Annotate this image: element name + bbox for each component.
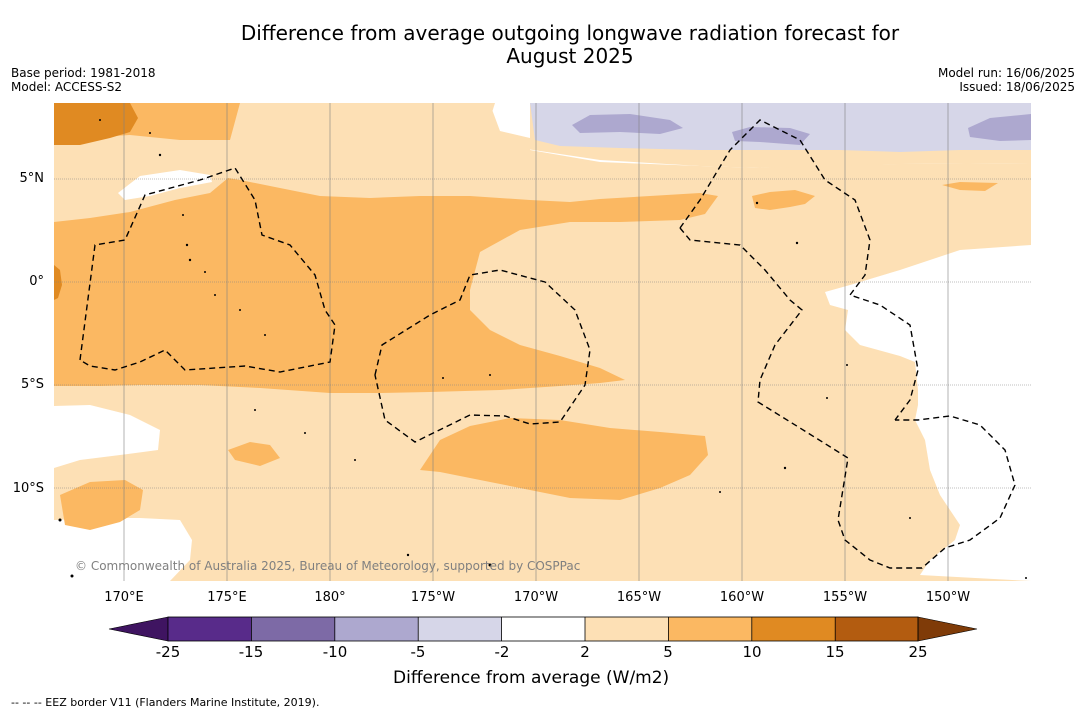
colorbar-bin-5 (501, 617, 585, 641)
colorbar-extend-low (108, 616, 169, 642)
colorbar-tick: -5 (410, 643, 426, 661)
anomaly-5-to-10-central (54, 178, 718, 393)
colorbar-bin-3 (334, 617, 419, 641)
anomaly-2-to-5-patch-north (418, 103, 495, 131)
lon-label-170w: 170°W (513, 590, 559, 605)
issued-date: Issued: 18/06/2025 (959, 80, 1075, 94)
lat-label-5n: 5°N (19, 171, 45, 186)
colorbar-bin-4 (418, 617, 502, 641)
anomaly-5-to-10-patch-east (752, 190, 815, 210)
colorbar-label: Difference from average (W/m2) (393, 668, 670, 688)
near-average-hole-3 (54, 518, 192, 581)
lon-label-160w: 160°W (719, 590, 765, 605)
model-run: Model run: 16/06/2025 (937, 66, 1075, 80)
near-average-region-east (825, 245, 1031, 581)
anomaly-minus10-to-minus5-patch-3 (968, 114, 1031, 141)
lon-label-155w: 155°W (822, 590, 868, 605)
eez-footnote: -- -- -- EEZ border V11 (Flanders Marine… (11, 696, 320, 709)
anomaly-minus10-to-minus5-patch-2 (732, 127, 810, 145)
colorbar-bin-9 (835, 617, 918, 641)
anomaly-5-to-10-patch-far-east (942, 182, 998, 191)
colorbar-tick: -2 (494, 643, 510, 661)
chart-title: Difference from average outgoing longwav… (0, 22, 1085, 68)
meta-left: Base period: 1981-2018 Model: ACCESS-S2 (11, 66, 156, 94)
lon-label-175w: 175°W (410, 590, 456, 605)
colorbar-tick: 2 (580, 643, 590, 661)
colorbar-bin-7 (668, 617, 752, 641)
colorbar-dividers (250, 617, 836, 641)
colorbar-outline (167, 616, 919, 642)
meta-right: Model run: 16/06/2025 Issued: 18/06/2025 (938, 66, 1075, 94)
colorbar-bin-1 (168, 617, 252, 641)
colorbar-bin-2 (251, 617, 335, 641)
colorbar-tick: 5 (663, 643, 673, 661)
anomaly-10-to-15-west-edge (54, 265, 62, 300)
lon-label-150w: 150°W (925, 590, 971, 605)
colorbar-tick: 25 (908, 643, 928, 661)
colorbar-tick: -15 (238, 643, 264, 661)
base-period: Base period: 1981-2018 (11, 66, 156, 80)
colorbar-bin-6 (585, 617, 669, 641)
lon-label-165w: 165°W (616, 590, 662, 605)
near-average-gap-north (420, 103, 530, 138)
lat-label-0: 0° (29, 274, 44, 289)
title-line-2: August 2025 (506, 44, 634, 68)
anomaly-5-to-10-small-1 (228, 442, 280, 466)
anomaly-minus5-to-minus2-north (530, 103, 1031, 152)
lat-label-10s: 10°S (12, 481, 44, 496)
near-average-hole-1 (118, 170, 212, 200)
colorbar-extend-high (917, 616, 978, 642)
anomaly-5-to-10-south (420, 418, 708, 500)
colorbar-tick: -25 (155, 643, 181, 661)
colorbar-tick: -10 (322, 643, 348, 661)
near-average-hole-2 (54, 405, 160, 468)
lat-label-5s: 5°S (20, 377, 44, 392)
title-line-1: Difference from average outgoing longwav… (240, 21, 900, 45)
islands (58, 119, 1027, 579)
colorbar-tick: 15 (825, 643, 845, 661)
eez-borders (79, 119, 1016, 569)
anomaly-minus10-to-minus5-patch-1 (572, 114, 683, 134)
anomaly-10-to-15-northwest (54, 103, 138, 145)
eez-border-gilbert (79, 167, 336, 373)
anomaly-5-to-10-small-2 (60, 480, 143, 530)
lon-label-170e: 170°E (104, 590, 144, 605)
map-plot-area (54, 103, 1031, 581)
model-name: Model: ACCESS-S2 (11, 80, 123, 94)
lon-label-180: 180° (314, 590, 346, 605)
colorbar (108, 616, 978, 642)
colorbar-tick: 10 (742, 643, 762, 661)
lon-label-175e: 175°E (207, 590, 247, 605)
colorbar-bin-8 (751, 617, 836, 641)
eez-border-south-east (679, 227, 1016, 569)
copyright-notice: © Commonwealth of Australia 2025, Bureau… (75, 559, 581, 573)
eez-border-line-islands (679, 119, 919, 421)
eez-border-tokelau (374, 269, 591, 443)
